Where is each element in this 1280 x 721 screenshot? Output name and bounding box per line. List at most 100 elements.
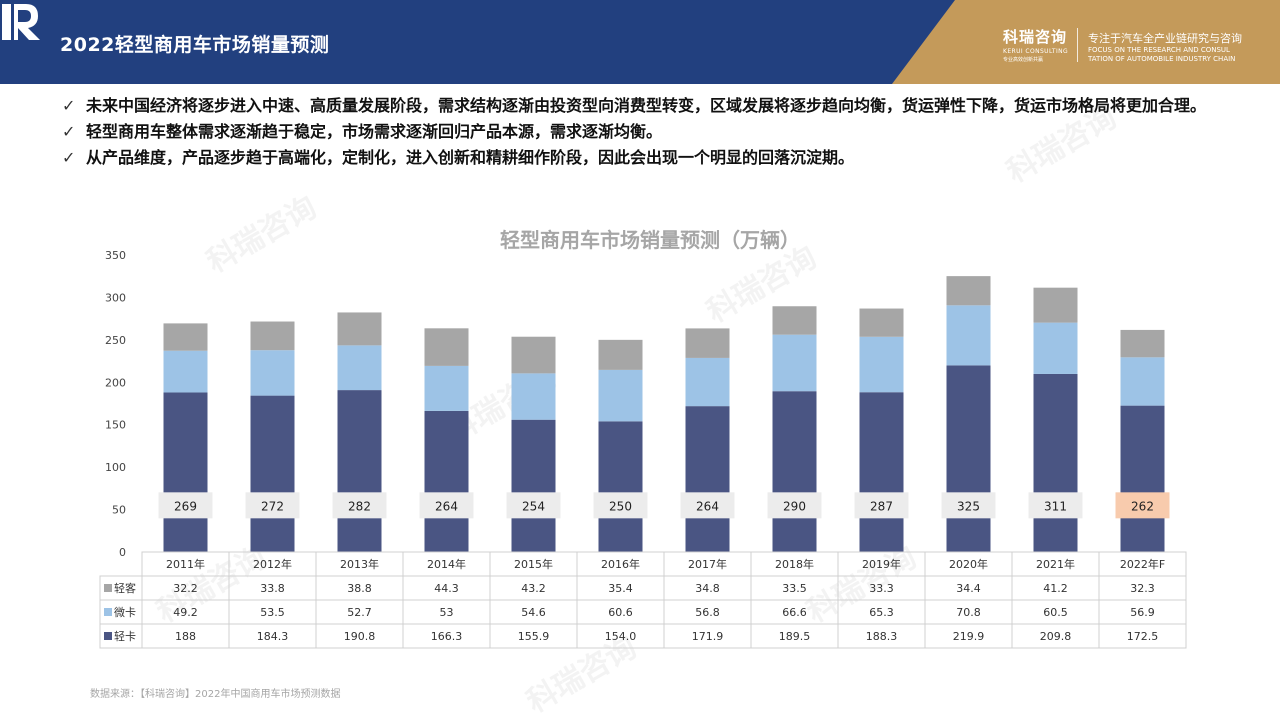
tagline: 专注于汽车全产业链研究与咨询 [1088,32,1242,45]
category-label: 2022年F [1120,557,1165,571]
bar-segment [859,308,904,337]
table-cell-value: 49.2 [173,606,198,619]
bar-segment [250,395,295,552]
table-cell-value: 171.9 [692,630,724,643]
table-cell-value: 52.7 [347,606,372,619]
category-label: 2016年 [601,557,640,571]
category-label: 2011年 [166,557,205,571]
bar-segment [511,336,556,374]
bar-segment [859,336,904,393]
y-tick-label: 300 [105,291,126,304]
category-label: 2013年 [340,557,379,571]
bar-segment [337,345,382,391]
table-cell-value: 53.5 [260,606,285,619]
logo-text: 科瑞咨询 [1003,28,1068,46]
table-cell-value: 34.8 [695,582,720,595]
total-label: 287 [870,499,893,513]
bullet-item: ✓ 从产品维度，产品逐步趋于高端化，定制化，进入创新和精耕细作阶段，因此会出现一… [62,148,1222,168]
table-cell-value: 54.6 [521,606,546,619]
total-label: 264 [435,499,458,513]
bar-segment [1033,322,1078,374]
table-cell-value: 60.5 [1043,606,1068,619]
category-label: 2014年 [427,557,466,571]
table-cell-value: 33.8 [260,582,285,595]
total-label-box [680,492,735,519]
y-tick-label: 350 [105,249,126,262]
table-cell-value: 209.8 [1040,630,1072,643]
total-label-box [506,492,561,519]
table-cell-value: 38.8 [347,582,372,595]
total-label: 264 [696,499,719,513]
y-tick-label: 200 [105,376,126,389]
bar-segment [163,323,208,351]
bullet-text: 未来中国经济将逐步进入中速、高质量发展阶段，需求结构逐渐由投资型向消费型转变，区… [86,96,1207,115]
y-tick-label: 100 [105,461,126,474]
table-cell-value: 166.3 [431,630,463,643]
total-label: 272 [261,499,284,513]
total-label: 282 [348,499,371,513]
bar-segment [337,390,382,552]
total-label-box [158,492,213,519]
y-tick-label: 50 [112,504,126,517]
logo-english: KERUI CONSULTING [1003,48,1069,55]
total-label: 325 [957,499,980,513]
bar-segment [946,365,991,552]
bar-segment [685,406,730,552]
total-label: 254 [522,499,545,513]
table-cell-value: 43.2 [521,582,546,595]
table-cell-value: 65.3 [869,606,894,619]
table-cell-value: 53 [440,606,454,619]
tagline-english-line1: FOCUS ON THE RESEARCH AND CONSUL [1088,46,1230,54]
bar-segment [511,373,556,420]
total-label: 311 [1044,499,1067,513]
bar-segment [250,321,295,351]
kerui-logo-icon [2,4,40,40]
table-cell-value: 60.6 [608,606,633,619]
bar-segment [685,328,730,358]
category-label: 2019年 [862,557,901,571]
bar-segment [859,392,904,552]
total-label-box [767,492,822,519]
bar-segment [772,391,817,552]
series-name: 轻客 [114,581,136,595]
total-label-box [593,492,648,519]
table-cell-value: 172.5 [1127,630,1159,643]
table-cell-value: 219.9 [953,630,985,643]
total-label-box [1028,492,1083,519]
bar-segment [772,334,817,392]
total-label: 290 [783,499,806,513]
category-label: 2012年 [253,557,292,571]
total-label-box [332,492,387,519]
check-icon: ✓ [62,148,76,167]
logo-slogan: 专业高效创新共赢 [1003,57,1044,63]
total-label-box [245,492,300,519]
bar-segment [424,410,469,552]
category-label: 2021年 [1036,557,1075,571]
bar-segment [1120,357,1165,406]
bar-segment [772,306,817,335]
total-label: 250 [609,499,632,513]
table-cell-value: 66.6 [782,606,807,619]
bar-segment [1033,373,1078,552]
bar-segment [946,305,991,366]
legend-swatch [104,584,112,592]
bullet-text: 轻型商用车整体需求逐渐趋于稳定，市场需求逐渐回归产品本源，需求逐渐均衡。 [86,122,663,141]
header-background [0,0,1280,84]
category-label: 2015年 [514,557,553,571]
total-label-box [941,492,996,519]
bullet-item: ✓ 轻型商用车整体需求逐渐趋于稳定，市场需求逐渐回归产品本源，需求逐渐均衡。 [62,122,1222,142]
bar-segment [163,350,208,393]
category-label: 2017年 [688,557,727,571]
total-label: 269 [174,499,197,513]
tagline-english-line2: TATION OF AUTOMOBILE INDUSTRY CHAIN [1088,55,1236,63]
legend-swatch [104,632,112,640]
check-icon: ✓ [62,96,76,115]
table-cell-value: 35.4 [608,582,633,595]
bar-segment [946,276,991,306]
table-cell-value: 34.4 [956,582,981,595]
y-tick-label: 0 [119,546,126,559]
bar-segment [1033,287,1078,323]
logo-divider [1077,28,1078,62]
bullet-list: ✓ 未来中国经济将逐步进入中速、高质量发展阶段，需求结构逐渐由投资型向消费型转变… [62,96,1222,174]
table-cell-value: 188.3 [866,630,898,643]
